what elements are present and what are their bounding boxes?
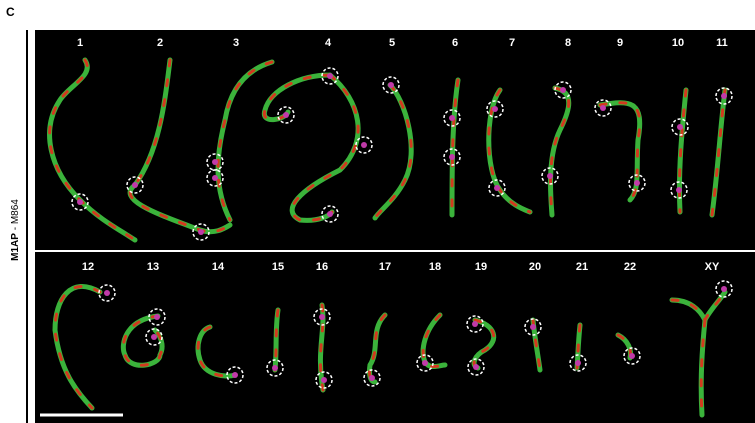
chromosome-number: 12 bbox=[82, 261, 94, 273]
focus-dot bbox=[321, 377, 327, 383]
chromosome-number: 4 bbox=[325, 37, 332, 49]
focus-dot bbox=[369, 375, 375, 381]
focus-dot bbox=[494, 185, 500, 191]
focus-dot bbox=[132, 182, 138, 188]
chromosome-number: 18 bbox=[429, 261, 441, 273]
chromosome-number: 1 bbox=[77, 37, 83, 49]
chromosome-number: 2 bbox=[157, 37, 163, 49]
panel-label: C bbox=[6, 5, 15, 19]
chromosome-number: 17 bbox=[379, 261, 391, 273]
focus-dot bbox=[232, 372, 238, 378]
chromosome-number: 22 bbox=[624, 261, 636, 273]
figure: C M1AP - M864 12345678910111213141516171… bbox=[0, 0, 755, 423]
focus-dot bbox=[676, 187, 682, 193]
chromosome-number: 9 bbox=[617, 37, 623, 49]
chromosome-number: 6 bbox=[452, 37, 458, 49]
focus-dot bbox=[212, 175, 218, 181]
focus-dot bbox=[77, 199, 83, 205]
focus-dot bbox=[449, 115, 455, 121]
focus-dot bbox=[560, 87, 566, 93]
chromosome-number: 8 bbox=[565, 37, 571, 49]
chromosome-number: 5 bbox=[389, 37, 395, 49]
chromosome-number: 15 bbox=[272, 261, 284, 273]
chromosome-number: 3 bbox=[233, 37, 239, 49]
focus-dot bbox=[388, 82, 394, 88]
focus-dot bbox=[600, 105, 606, 111]
sample-label: M1AP - M864 bbox=[10, 199, 21, 261]
focus-dot bbox=[547, 173, 553, 179]
focus-dot bbox=[677, 124, 683, 130]
focus-dot bbox=[327, 73, 333, 79]
focus-dot bbox=[629, 353, 635, 359]
focus-dot bbox=[473, 364, 479, 370]
focus-dot bbox=[319, 314, 325, 320]
focus-dot bbox=[634, 180, 640, 186]
chromosome-number: 7 bbox=[509, 37, 515, 49]
chromosome-number: 10 bbox=[672, 37, 684, 49]
focus-dot bbox=[530, 324, 536, 330]
chromosome-number: 20 bbox=[529, 261, 541, 273]
focus-dot bbox=[154, 314, 160, 320]
focus-dot bbox=[472, 321, 478, 327]
focus-dot bbox=[151, 334, 157, 340]
focus-dot bbox=[422, 360, 428, 366]
chromosome-number: 16 bbox=[316, 261, 328, 273]
focus-dot bbox=[575, 360, 581, 366]
micrograph-panel: C M1AP - M864 12345678910111213141516171… bbox=[0, 0, 755, 423]
focus-dot bbox=[492, 106, 498, 112]
focus-dot bbox=[449, 154, 455, 160]
focus-dot bbox=[272, 365, 278, 371]
focus-dot bbox=[198, 229, 204, 235]
focus-dot bbox=[212, 159, 218, 165]
focus-dot bbox=[327, 211, 333, 217]
focus-dot bbox=[283, 112, 289, 118]
chromosome-number: 21 bbox=[576, 261, 588, 273]
focus-dot bbox=[361, 142, 367, 148]
focus-dot bbox=[721, 93, 727, 99]
gene-name: M1AP bbox=[10, 233, 21, 261]
chromosome-number: 14 bbox=[212, 261, 225, 273]
chromosome-number: 19 bbox=[475, 261, 487, 273]
chromosome-number: 11 bbox=[716, 37, 728, 49]
focus-dot bbox=[721, 286, 727, 292]
chromosome-number: 13 bbox=[147, 261, 159, 273]
sample-id: - M864 bbox=[10, 199, 21, 233]
focus-dot bbox=[104, 290, 110, 296]
chromosome-number: XY bbox=[705, 261, 720, 273]
